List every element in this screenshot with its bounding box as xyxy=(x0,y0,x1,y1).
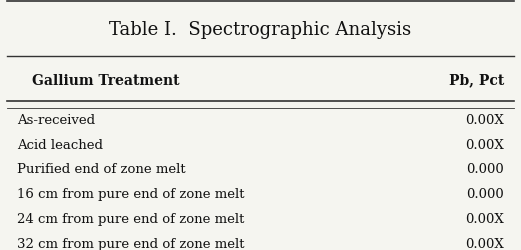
Text: Pb, Pct: Pb, Pct xyxy=(449,74,504,87)
Text: Acid leached: Acid leached xyxy=(17,138,103,151)
Text: 32 cm from pure end of zone melt: 32 cm from pure end of zone melt xyxy=(17,237,244,250)
Text: 0.00X: 0.00X xyxy=(465,237,504,250)
Text: Purified end of zone melt: Purified end of zone melt xyxy=(17,163,185,176)
Text: 0.000: 0.000 xyxy=(466,163,504,176)
Text: 24 cm from pure end of zone melt: 24 cm from pure end of zone melt xyxy=(17,212,244,225)
Text: 0.000: 0.000 xyxy=(466,188,504,200)
Text: As-received: As-received xyxy=(17,114,95,126)
Text: Table I.  Spectrographic Analysis: Table I. Spectrographic Analysis xyxy=(109,21,412,39)
Text: 0.00X: 0.00X xyxy=(465,114,504,126)
Text: 16 cm from pure end of zone melt: 16 cm from pure end of zone melt xyxy=(17,188,244,200)
Text: 0.00X: 0.00X xyxy=(465,138,504,151)
Text: 0.00X: 0.00X xyxy=(465,212,504,225)
Text: Gallium Treatment: Gallium Treatment xyxy=(32,74,180,87)
